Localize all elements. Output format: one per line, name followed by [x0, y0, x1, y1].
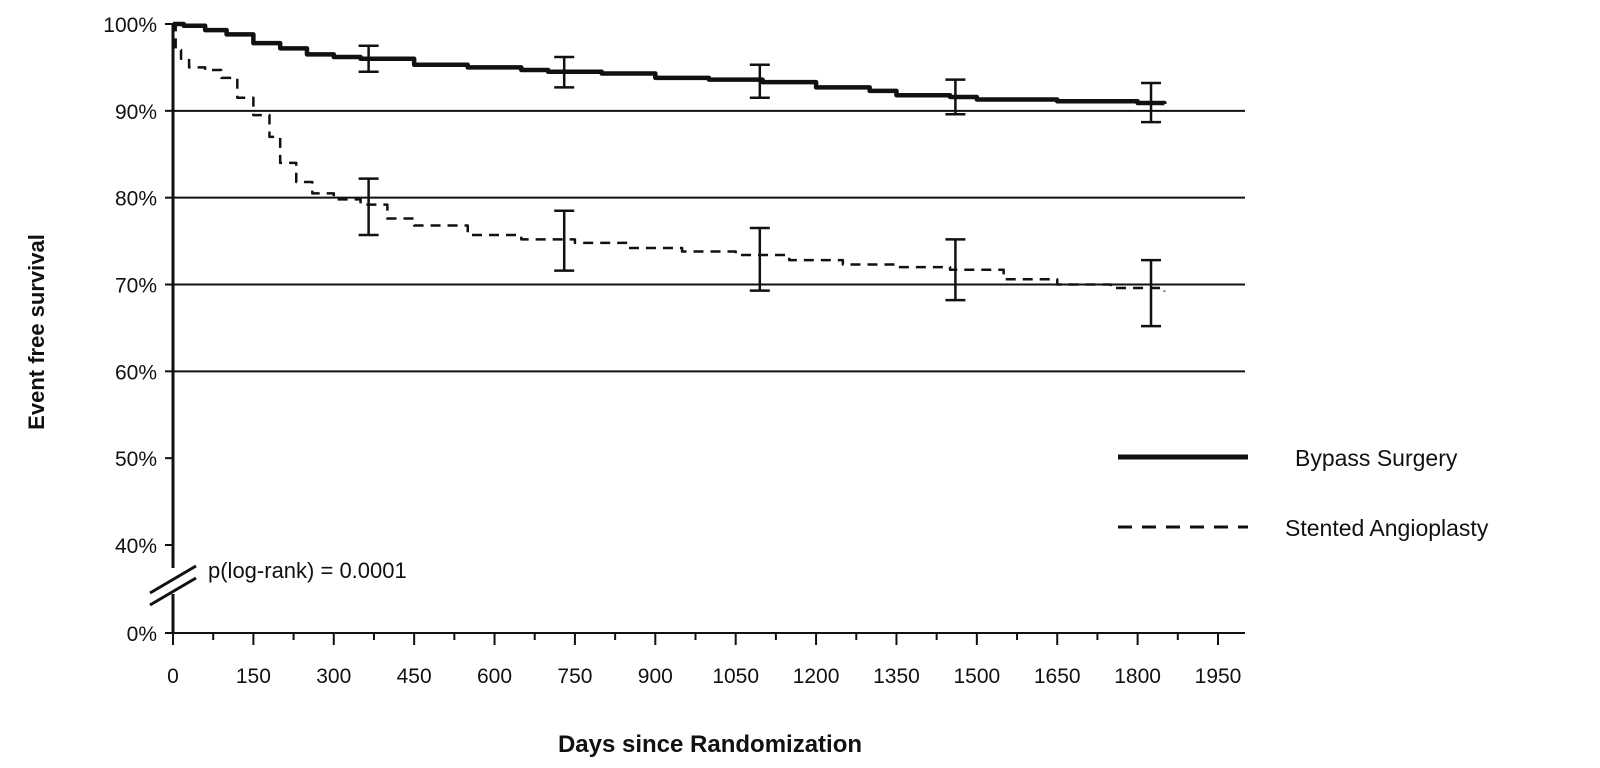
x-tick-label: 1800	[1114, 665, 1161, 688]
error-bar	[1141, 81, 1162, 124]
y-tick-label: 100%	[103, 14, 157, 37]
x-tick-label: 750	[557, 665, 592, 688]
x-tick-label: 1200	[793, 665, 840, 688]
error-bar	[749, 63, 770, 100]
x-tick-label: 450	[397, 665, 432, 688]
error-bar	[749, 226, 770, 292]
error-bar	[945, 238, 966, 302]
error-bars	[358, 44, 1162, 328]
legend: Bypass Surgery Stented Angioplasty	[1118, 445, 1489, 541]
error-bar	[358, 177, 379, 237]
y-tick-label: 40%	[115, 535, 157, 558]
y-tick-label: 50%	[115, 448, 157, 471]
x-tick-label: 150	[236, 665, 271, 688]
legend-label-bypass-surgery: Bypass Surgery	[1295, 445, 1458, 471]
error-bar	[358, 44, 379, 74]
axis-break-slash-1	[149, 564, 197, 595]
error-bar	[554, 55, 575, 89]
axes	[149, 24, 1245, 634]
x-tick-label: 600	[477, 665, 512, 688]
x-tick-label: 0	[167, 665, 179, 688]
y-tick-label: 0%	[127, 623, 157, 646]
p-value-annotation: p(log-rank) = 0.0001	[208, 558, 407, 583]
y-tick-label: 90%	[115, 101, 157, 124]
x-tick-label: 1650	[1034, 665, 1081, 688]
y-tick-label: 80%	[115, 188, 157, 211]
series-line-stented-angioplasty	[173, 22, 1166, 292]
x-axis-label: Days since Randomization	[558, 731, 862, 758]
x-tick-label: 300	[316, 665, 351, 688]
gridlines	[173, 109, 1245, 373]
x-ticks: 0 150 300 450 600 750 900 1050 1200 1350 1500 1650 1…	[167, 633, 1241, 688]
error-bar	[1141, 258, 1162, 328]
series-layer	[173, 21, 1167, 292]
x-tick-label: 1350	[873, 665, 920, 688]
x-tick-label: 1500	[953, 665, 1000, 688]
x-tick-label: 1050	[712, 665, 759, 688]
y-tick-label: 60%	[115, 361, 157, 384]
x-tick-label: 900	[638, 665, 673, 688]
y-axis-label: Event free survival	[24, 234, 49, 430]
legend-label-stented-angioplasty: Stented Angioplasty	[1285, 515, 1489, 541]
error-bar	[945, 78, 966, 116]
x-tick-label: 1950	[1195, 665, 1242, 688]
error-bar	[554, 209, 575, 272]
y-tick-labels: 0% 40% 50% 60% 70% 80% 90% 100%	[103, 14, 173, 646]
y-axis-break-mark	[149, 564, 197, 607]
axis-break-slash-2	[149, 576, 197, 607]
series-line-bypass-surgery	[173, 21, 1167, 106]
y-tick-label: 70%	[115, 275, 157, 298]
